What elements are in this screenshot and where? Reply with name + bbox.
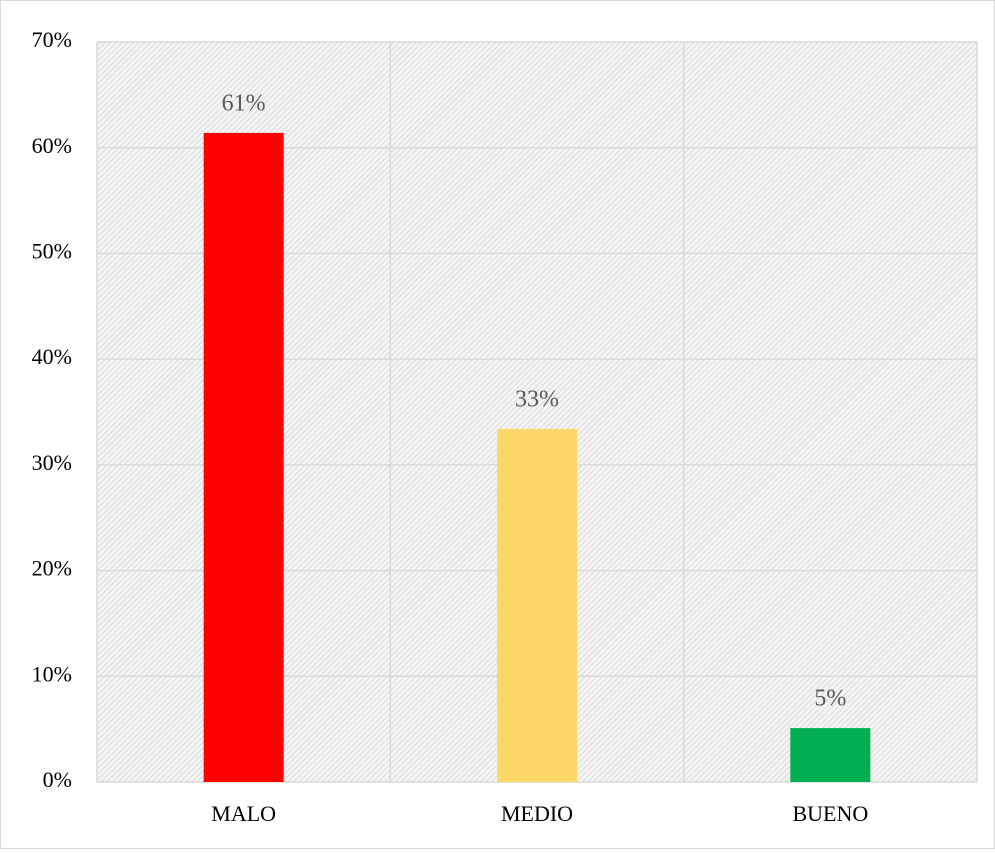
y-tick-label: 60% bbox=[32, 133, 72, 158]
y-tick-label: 30% bbox=[32, 450, 72, 475]
x-tick-label: MALO bbox=[211, 801, 276, 826]
bar bbox=[790, 728, 871, 782]
y-tick-label: 40% bbox=[32, 344, 72, 369]
data-label: 5% bbox=[814, 686, 846, 712]
y-tick-label: 50% bbox=[32, 238, 72, 263]
y-tick-label: 0% bbox=[43, 767, 72, 792]
y-tick-label: 70% bbox=[32, 27, 72, 52]
data-label: 61% bbox=[222, 90, 266, 116]
y-tick-label: 20% bbox=[32, 556, 72, 581]
x-tick-label: BUENO bbox=[792, 801, 868, 826]
plot-layer: 0% 10% 20% 30% 40% 50% 60% 70% MALO 61% MEDIO 33% BU… bbox=[32, 27, 978, 826]
bar bbox=[203, 132, 284, 782]
data-label: 33% bbox=[515, 386, 559, 412]
x-tick-label: MEDIO bbox=[501, 801, 573, 826]
y-tick-label: 10% bbox=[32, 661, 72, 686]
bar bbox=[497, 428, 577, 782]
